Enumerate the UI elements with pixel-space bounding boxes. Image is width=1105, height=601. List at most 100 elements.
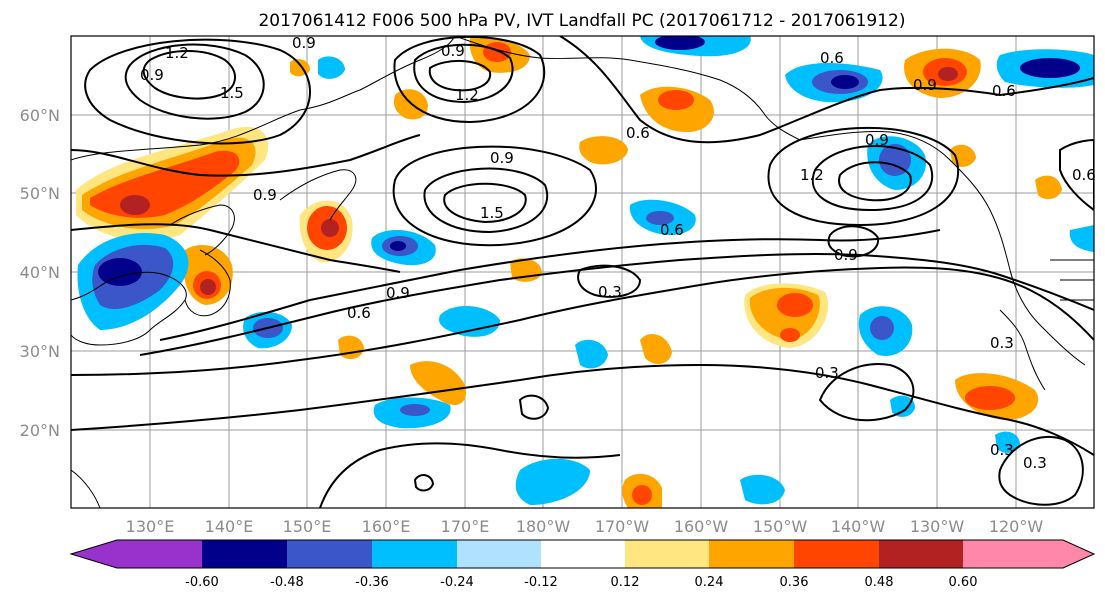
shade-positive-east-edge	[1035, 175, 1062, 200]
contour-label: 0.6	[347, 304, 371, 322]
contour-south-small-2	[413, 474, 435, 492]
contour-1p5-west	[142, 50, 236, 100]
contour-south-small-1	[518, 394, 550, 420]
longitude-label: 160°W	[674, 517, 729, 536]
contour-label: 0.9	[865, 131, 889, 149]
colorbar-tick-label: -0.24	[440, 575, 474, 590]
colorbar-segment	[287, 540, 372, 568]
contour-label: 0.3	[598, 283, 622, 301]
contour-label: 1.5	[480, 204, 504, 222]
map-panel	[70, 35, 1095, 509]
colorbar-tick-label: 0.48	[865, 575, 894, 590]
latitude-label: 50°N	[20, 184, 60, 203]
shade-negative-korea-max	[98, 258, 142, 286]
colorbar-tick-label: -0.36	[355, 575, 389, 590]
colorbar-tick-label: 0.36	[780, 575, 809, 590]
contour-label: 0.6	[820, 49, 844, 67]
colorbar-tick-label: -0.60	[185, 575, 219, 590]
shade-positive-central-mid	[640, 333, 672, 364]
shade-negative-yellow-sea	[318, 56, 345, 79]
colorbar-tick-label: 0.24	[695, 575, 724, 590]
colorbar-segment	[457, 540, 541, 568]
contour-label: 0.3	[815, 364, 839, 382]
contour-0p6-band	[139, 252, 1094, 356]
shade-negative-gulf-trough-core	[879, 144, 911, 176]
shade-positive-hawaii-north-max2	[780, 328, 800, 342]
contour-1p2-ne	[413, 43, 514, 104]
contour-label: 0.6	[1072, 166, 1096, 184]
shade-positive-south-a-core	[632, 485, 652, 505]
shade-positive-bc-coast-max	[938, 67, 958, 81]
contour-1p5-gulf	[838, 161, 912, 202]
shade-negative-midpacific-core	[646, 211, 674, 225]
shade-positive-kamchatka-max	[321, 219, 339, 237]
contour-label: 0.3	[990, 334, 1014, 352]
longitude-label: 140°W	[831, 517, 886, 536]
contour-0p9-ne	[393, 36, 546, 124]
longitude-label: 120°W	[989, 517, 1044, 536]
contour-0p3-deep-south	[319, 442, 621, 508]
colorbar-segment	[879, 540, 963, 568]
colorbar-segment	[709, 540, 794, 568]
colorbar-extend-low	[71, 540, 117, 568]
longitude-label: 170°E	[441, 517, 490, 536]
contour-label: 0.9	[386, 284, 410, 302]
contour-label: 0.9	[292, 34, 316, 52]
colorbar-outline	[69, 539, 1096, 569]
contour-label: 0.9	[490, 149, 514, 167]
colorbar-extend-high	[1063, 540, 1094, 568]
longitude-label: 160°E	[362, 517, 411, 536]
contour-0p3-se	[998, 435, 1084, 506]
contour-label: 0.6	[992, 82, 1016, 100]
contour-0p6-subpolar-west	[71, 223, 401, 273]
shade-negative-se-edge	[995, 431, 1020, 453]
pv-shading	[76, 36, 1094, 508]
map-title: 2017061412 F006 500 hPa PV, IVT Landfall…	[258, 11, 905, 31]
shade-negative-canada-north-core	[1020, 58, 1080, 78]
shade-negative-ne-pacific-north-max	[831, 75, 859, 89]
shade-negative-north-top-core	[655, 36, 705, 50]
shade-negative-south-c	[740, 474, 785, 505]
contour-0p9-gulf	[767, 126, 960, 227]
contour-0p9-west	[84, 38, 311, 145]
contour-0p6-north	[559, 36, 1094, 144]
contour-label: 0.9	[253, 186, 277, 204]
contour-label: 0.6	[626, 124, 650, 142]
colorbar: -0.60 -0.48 -0.36 -0.24 -0.12 0.12 0.24 …	[69, 539, 1096, 590]
colorbar-ticks: -0.60 -0.48 -0.36 -0.24 -0.12 0.12 0.24 …	[185, 575, 977, 590]
contour-0p9-central	[392, 145, 597, 247]
shade-negative-central-mid	[439, 305, 500, 337]
colorbar-tick-label: 0.12	[611, 575, 640, 590]
shade-positive-central-south	[410, 361, 466, 405]
contour-0p3-hawaii	[818, 363, 915, 422]
shade-negative-nw-pacific-max	[390, 241, 406, 251]
longitude-label: 150°W	[753, 517, 808, 536]
shade-negative-central-south-core	[400, 404, 430, 416]
shade-positive-japan-max	[120, 195, 150, 215]
colorbar-segments	[117, 540, 1063, 568]
contour-0p9-band	[159, 229, 941, 341]
pv-contours	[71, 36, 1094, 508]
colorbar-segment	[963, 540, 1063, 568]
longitude-label: 170°W	[595, 517, 650, 536]
colorbar-segment	[117, 540, 202, 568]
contour-label: 0.9	[140, 66, 164, 84]
shade-negative-central-mid2	[575, 339, 608, 369]
longitude-label: 150°E	[283, 517, 332, 536]
map-frame	[70, 35, 1095, 509]
longitude-labels: 130°E 140°E 150°E 160°E 170°E 180°W 170°…	[126, 517, 1044, 536]
contour-1p2-gulf	[812, 145, 934, 212]
colorbar-segment	[625, 540, 709, 568]
contour-label: 0.9	[913, 76, 937, 94]
shade-negative-south-a	[515, 458, 590, 505]
contour-0p6-loop	[577, 264, 642, 298]
contour-0p9-east-small	[827, 225, 880, 258]
colorbar-tick-label: 0.60	[949, 575, 978, 590]
contour-label: 1.2	[800, 166, 824, 184]
colorbar-tick-label: -0.12	[524, 575, 558, 590]
latitude-labels: 60°N 50°N 40°N 30°N 20°N	[20, 106, 60, 440]
contour-1p5-ne	[428, 59, 492, 92]
contour-1p5-central	[443, 182, 527, 224]
contour-labels: 1.2 0.9 0.9 0.9 1.5 1.2 0.6 0.9 0.6 0.9 …	[140, 34, 1096, 472]
